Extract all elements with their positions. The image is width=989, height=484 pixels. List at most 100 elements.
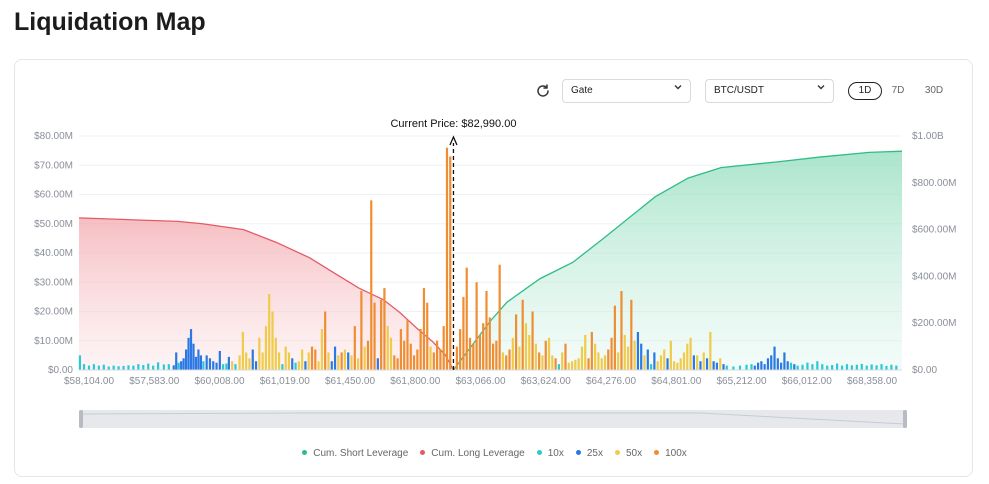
liquidation-bar: [459, 329, 462, 370]
liquidation-bar: [574, 359, 577, 370]
liquidation-bar: [587, 358, 590, 370]
liquidation-bar: [501, 352, 505, 370]
liquidation-bar: [307, 352, 310, 370]
liquidation-bar: [515, 314, 518, 370]
liquidation-bar: [870, 364, 873, 370]
liquidation-bar: [248, 358, 251, 370]
legend-item[interactable]: 50x: [614, 448, 642, 459]
liquidation-bar: [715, 362, 719, 370]
liquidation-bar: [442, 326, 445, 370]
liquidation-bar: [811, 364, 814, 370]
liquidation-bar: [816, 361, 819, 370]
tab-7d[interactable]: 7D: [891, 85, 905, 96]
liquidation-bar: [567, 362, 570, 370]
liquidation-bar: [682, 352, 686, 370]
liquidation-bar: [449, 156, 452, 370]
liquidation-bar: [521, 299, 524, 370]
legend-dot-icon: [654, 449, 660, 455]
liquidation-bar: [692, 355, 695, 370]
y-left-tick-label: $80.00M: [34, 131, 73, 142]
liquidation-bar: [541, 355, 544, 370]
y-left-tick-label: $40.00M: [34, 248, 73, 259]
liquidation-bar: [699, 361, 702, 370]
liquidation-bar: [613, 305, 616, 370]
tab-1d[interactable]: 1D: [848, 82, 882, 100]
y-right-tick-label: $0.00: [912, 365, 937, 376]
liquidation-bar: [107, 366, 110, 370]
liquidation-bar: [297, 361, 300, 370]
liquidation-bar: [197, 349, 200, 370]
cum-long-area: [79, 217, 454, 370]
legend-item[interactable]: Cum. Short Leverage: [302, 448, 408, 459]
liquidation-bar: [725, 365, 728, 370]
liquidation-bar: [287, 352, 291, 370]
liquidation-bar: [429, 346, 432, 370]
liquidation-bar: [738, 365, 742, 370]
liquidation-bar: [194, 356, 198, 370]
legend-item[interactable]: Cum. Long Leverage: [420, 448, 525, 459]
liquidation-bar: [112, 365, 115, 370]
liquidation-bar: [702, 352, 705, 370]
liquidation-bar: [251, 349, 254, 370]
liquidation-bar: [732, 366, 735, 370]
range-slider-right-handle[interactable]: [903, 410, 907, 428]
x-tick-label: $63,066.00: [455, 376, 505, 387]
page-title: Liquidation Map: [14, 8, 206, 36]
liquidation-bar: [686, 343, 689, 370]
liquidation-bar: [835, 363, 839, 370]
liquidation-bar: [389, 337, 393, 370]
liquidation-bar: [796, 365, 799, 370]
exchange-select-value: Gate: [571, 85, 593, 96]
x-tick-label: $64,801.00: [651, 376, 701, 387]
range-slider-track[interactable]: [81, 410, 907, 428]
tab-30d[interactable]: 30D: [924, 85, 944, 96]
liquidation-bar: [511, 337, 514, 370]
liquidation-bar: [518, 346, 521, 370]
liquidation-bar: [175, 352, 178, 370]
legend-item[interactable]: 10x: [536, 448, 564, 459]
refresh-icon[interactable]: [535, 83, 551, 99]
liquidation-bar: [330, 361, 333, 370]
liquidation-bar: [676, 362, 679, 370]
liquidation-bar: [895, 365, 898, 370]
pair-select[interactable]: BTC/USDT: [705, 79, 834, 103]
liquidation-bar: [679, 358, 682, 370]
x-tick-label: $61,019.00: [260, 376, 310, 387]
liquidation-bar: [538, 352, 541, 370]
liquidation-bar: [636, 331, 640, 370]
liquidation-bar: [756, 362, 760, 370]
liquidation-bar: [607, 349, 610, 370]
legend-dot-icon: [302, 449, 308, 455]
liquidation-bar: [274, 337, 277, 370]
legend-item[interactable]: 25x: [575, 448, 603, 459]
pair-select-value: BTC/USDT: [714, 85, 764, 96]
liquidation-bar: [78, 355, 82, 370]
liquidation-bar: [885, 365, 888, 370]
liquidation-bar: [750, 364, 753, 370]
liquidation-bar: [399, 329, 402, 370]
liquidation-bar: [102, 364, 105, 370]
legend-item[interactable]: 100x: [654, 448, 687, 459]
liquidation-bar: [152, 365, 155, 370]
exchange-select[interactable]: Gate: [562, 79, 691, 103]
liquidation-bar: [284, 346, 287, 370]
liquidation-bar: [780, 362, 783, 370]
range-slider-preview[interactable]: [82, 412, 906, 425]
liquidation-bar: [620, 291, 623, 370]
liquidation-bar: [649, 364, 653, 370]
liquidation-bar: [534, 343, 537, 370]
liquidation-bar: [370, 200, 373, 370]
x-tick-label: $57,583.00: [129, 376, 179, 387]
chart-legend: Cum. Short Leverage Cum. Long Leverage 10x…: [0, 448, 989, 459]
liquidation-bar: [87, 365, 91, 370]
liquidation-bar: [770, 355, 773, 370]
liquidation-bar: [580, 346, 584, 370]
liquidation-bar: [436, 340, 439, 370]
liquidation-bar: [184, 349, 188, 370]
liquidation-bar: [238, 355, 241, 370]
liquidation-bar: [763, 364, 766, 370]
range-slider-left-handle[interactable]: [79, 410, 83, 428]
liquidation-bar: [445, 147, 449, 370]
chevron-down-icon: [817, 85, 825, 90]
liquidation-bar: [709, 331, 712, 370]
